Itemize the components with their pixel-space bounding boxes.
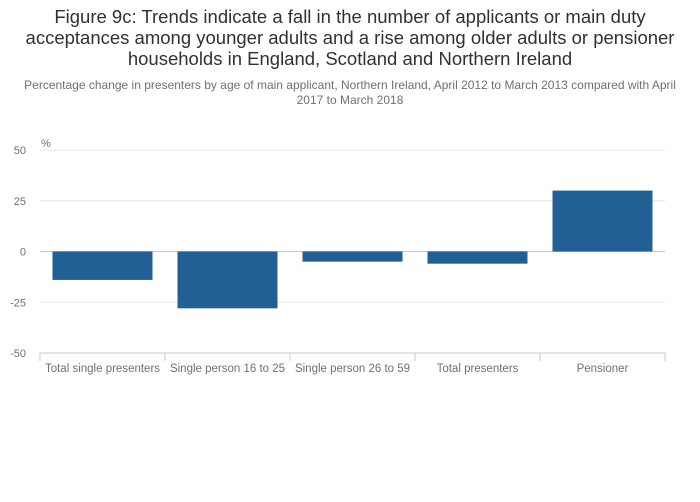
y-axis-unit-label: %	[41, 138, 51, 150]
chart-subtitle: Percentage change in presenters by age o…	[24, 78, 676, 107]
x-tick-label: Pensioner	[577, 363, 629, 375]
chart-title: Figure 9c: Trends indicate a fall in the…	[25, 6, 675, 69]
x-tick-label: Total presenters	[437, 363, 519, 375]
y-tick-label: 50	[14, 145, 26, 157]
x-axis	[39, 352, 666, 361]
y-tick-label: 25	[14, 196, 26, 208]
y-tick-label: -25	[10, 297, 26, 309]
x-tick-label: Single person 16 to 25	[170, 363, 285, 375]
bars	[52, 190, 653, 309]
bar	[302, 251, 403, 262]
bar	[177, 251, 278, 309]
y-tick-label: -50	[10, 348, 26, 360]
bar	[552, 190, 653, 252]
bar	[427, 251, 528, 264]
x-tick-label: Single person 26 to 59	[295, 363, 410, 375]
x-tick-label: Total single presenters	[45, 363, 160, 375]
y-tick-label: 0	[20, 247, 26, 259]
axis-labels: 50 25 0 -25 -50 Total single presenters Single…	[10, 145, 628, 375]
bar	[52, 251, 153, 280]
